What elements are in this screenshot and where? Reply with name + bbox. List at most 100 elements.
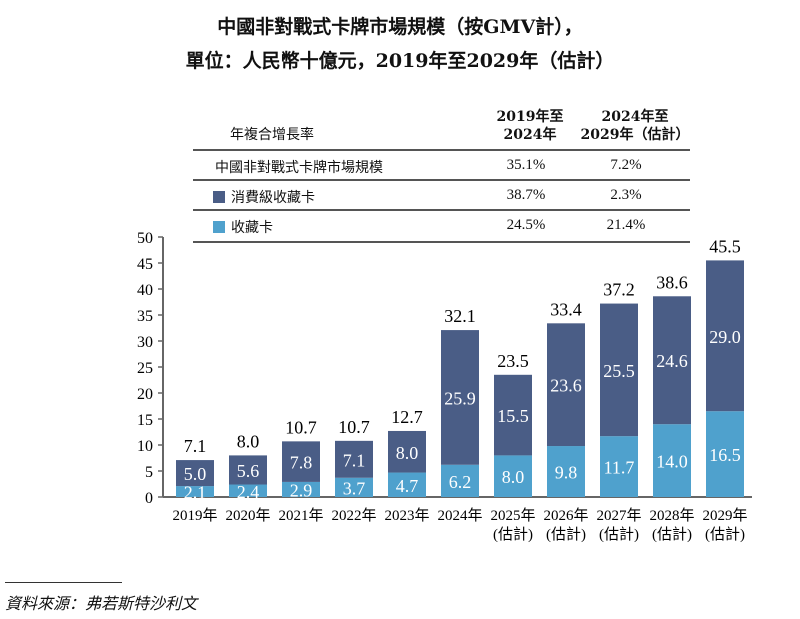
data-label: 2.4 <box>237 482 260 502</box>
row-value: 38.7% <box>506 187 546 203</box>
data-label: 5.0 <box>184 464 207 484</box>
data-label: 6.2 <box>449 472 472 492</box>
data-label: 24.6 <box>656 351 688 371</box>
data-label: 16.5 <box>709 445 741 465</box>
x-tick-label: 2026年 <box>543 507 588 524</box>
row-label: 消費級收藏卡 <box>231 190 315 206</box>
total-label: 45.5 <box>709 236 741 256</box>
col1-line2: 2024年 <box>503 127 557 143</box>
bar-segment <box>600 303 638 437</box>
total-label: 23.5 <box>497 351 529 371</box>
x-tick-label: 2021年 <box>278 507 323 524</box>
data-label: 25.5 <box>603 361 635 381</box>
y-tick-label: 25 <box>137 360 153 377</box>
row-label: 中國非對戰式卡牌市場規模 <box>215 160 383 176</box>
bar-segment <box>229 455 267 485</box>
row-value: 7.2% <box>610 157 642 173</box>
data-label: 15.5 <box>497 406 529 426</box>
bar-segment <box>335 440 373 478</box>
total-label: 33.4 <box>550 299 582 319</box>
bar-segment <box>441 464 479 497</box>
total-label: 10.7 <box>285 417 317 437</box>
bar-segment <box>176 486 214 497</box>
stacked-bar-chart: 0 5 10 15 20 25 30 35 40 45 50 2.15.0 7.1 2019年 2.45.6… <box>137 230 752 543</box>
data-label: 9.8 <box>555 463 578 483</box>
bar-segment <box>335 477 373 497</box>
bar-segment <box>388 472 426 497</box>
data-label: 3.7 <box>343 478 366 498</box>
data-label: 8.0 <box>396 443 419 463</box>
table-row: 中國非對戰式卡牌市場規模 35.1% 7.2% <box>193 149 690 181</box>
y-tick-label: 10 <box>137 438 153 455</box>
x-tick-label: 2029年 <box>702 507 747 524</box>
bar-segment <box>706 260 744 412</box>
data-label: 23.6 <box>550 376 582 396</box>
chart-title-line1: 中國非對戰式卡牌市場規模（按GMV計）， <box>217 16 583 38</box>
row-label: 收藏卡 <box>231 220 273 236</box>
y-tick-label: 30 <box>137 334 153 351</box>
bar-segment <box>229 484 267 497</box>
total-label: 38.6 <box>656 272 688 292</box>
data-label: 25.9 <box>444 388 476 408</box>
y-tick-label: 35 <box>137 308 153 325</box>
total-label: 8.0 <box>237 431 260 451</box>
x-tick-label: 2024年 <box>437 507 482 524</box>
legend-swatch-collectible <box>213 221 225 233</box>
data-label: 2.1 <box>184 483 207 503</box>
table-row: 收藏卡 24.5% 21.4% <box>193 209 690 243</box>
x-tick-label: 2027年 <box>596 507 641 524</box>
bar-segment <box>653 296 691 425</box>
bar-segment <box>282 481 320 497</box>
bar-segment <box>600 436 638 497</box>
bar-segment <box>653 424 691 497</box>
x-tick-label: (估計) <box>546 526 586 543</box>
total-label: 7.1 <box>184 436 207 456</box>
bar-segment <box>547 446 585 497</box>
y-tick-label: 20 <box>137 386 153 403</box>
x-tick-label: (估計) <box>599 526 639 543</box>
x-tick-label: 2028年 <box>649 507 694 524</box>
data-label: 7.1 <box>343 450 366 470</box>
total-label: 12.7 <box>391 407 423 427</box>
chart-title-line2: 單位：人民幣十億元，2019年至2029年（估計） <box>185 50 615 72</box>
data-label: 4.7 <box>396 476 419 496</box>
x-tick-label: (估計) <box>652 526 692 543</box>
bar-segment <box>706 411 744 497</box>
x-tick-label: 2022年 <box>331 507 376 524</box>
x-tick-label: 2023年 <box>384 507 429 524</box>
bar-segment <box>176 460 214 487</box>
bar-segment <box>494 374 532 456</box>
table-header-label: 年複合增長率 <box>230 127 314 143</box>
row-value: 35.1% <box>506 157 546 173</box>
data-label: 7.8 <box>290 453 313 473</box>
total-label: 10.7 <box>338 417 370 437</box>
data-label: 14.0 <box>656 452 688 472</box>
col2-line2: 2029年（估計） <box>580 127 690 143</box>
y-tick-label: 40 <box>137 282 153 299</box>
data-label: 11.7 <box>604 458 635 478</box>
x-tick-label: (估計) <box>705 526 745 543</box>
table-header-col1: 2019年至 2024年 <box>480 108 580 144</box>
data-label: 2.9 <box>290 480 313 500</box>
col2-line1: 2024年至 <box>601 109 669 125</box>
y-tick-label: 50 <box>137 230 153 247</box>
y-tick-label: 5 <box>145 464 153 481</box>
bar-segment <box>441 330 479 465</box>
row-value: 24.5% <box>506 217 546 233</box>
data-label: 5.6 <box>237 461 260 481</box>
y-tick-label: 0 <box>145 490 153 507</box>
table-row: 消費級收藏卡 38.7% 2.3% <box>193 179 690 211</box>
bar-segment <box>282 441 320 482</box>
data-label: 8.0 <box>502 467 525 487</box>
x-tick-label: 2020年 <box>225 507 270 524</box>
source-note: 資料來源：弗若斯特沙利文 <box>5 594 198 613</box>
source-divider <box>5 582 122 583</box>
legend-swatch-consumer <box>213 191 225 203</box>
data-label: 29.0 <box>709 327 741 347</box>
row-value: 2.3% <box>610 187 642 203</box>
row-value: 21.4% <box>606 217 646 233</box>
x-tick-label: (估計) <box>493 526 533 543</box>
y-tick-label: 45 <box>137 256 153 273</box>
col1-line1: 2019年至 <box>496 109 564 125</box>
x-tick-label: 2019年 <box>172 507 217 524</box>
